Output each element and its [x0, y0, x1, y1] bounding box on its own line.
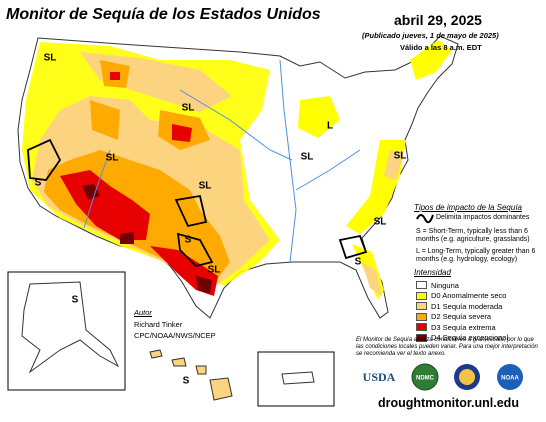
alaska [21, 281, 120, 374]
boundary-symbol [416, 214, 434, 224]
author-name: Richard Tinker [134, 320, 183, 329]
short-term: S = Short-Term, typically less than 6 mo… [416, 228, 530, 244]
impact-boundary [176, 232, 214, 267]
long-term: L = Long-Term, typically greater than 6 … [416, 248, 536, 264]
legend-entry: D0 Anomalmente seco [416, 291, 506, 301]
legend-label: D2 Sequía severa [431, 312, 492, 321]
doc-logo-inner [459, 369, 475, 385]
drought-d3-wy [172, 124, 192, 142]
noaa-logo-text: NOAA [501, 376, 519, 382]
drought-d3-mt [110, 72, 120, 80]
impact-label: S [35, 178, 42, 189]
impact-label: S [72, 295, 79, 306]
legend-label: Ninguna [431, 280, 459, 290]
impact-label: SL [106, 153, 119, 164]
note: El Monitor de Sequía analiza condiciones… [356, 337, 538, 357]
ndmc-logo-text: NDMC [416, 376, 435, 382]
impact-boundary [338, 234, 368, 260]
legend-label: D4 Sequía excepcional [431, 333, 509, 342]
url: droughtmonitor.unl.edu [378, 396, 519, 410]
legend-label: D1 Sequía moderada [431, 301, 503, 311]
title: Monitor de Sequía de los Estados Unidos [6, 6, 321, 23]
river [279, 59, 297, 263]
legend-swatch [416, 302, 427, 310]
drought-d0-ne [410, 40, 452, 80]
intensity-title: Intensidad [414, 268, 451, 277]
legend-entry: Ninguna [416, 280, 459, 290]
legend-label: D0 Anomalmente seco [431, 291, 507, 300]
legend-entry: D4 Sequía excepcional [416, 333, 508, 343]
ndmc-logo [411, 363, 439, 391]
author-agency: CPC/NOAA/NWS/NCEP [134, 331, 216, 340]
noaa-logo [497, 364, 523, 390]
impact-label: SL [208, 265, 221, 276]
usda-logo-text: USDA [363, 370, 396, 384]
drought-d0-mw [298, 96, 340, 138]
impact-label: SL [199, 181, 212, 192]
river [295, 149, 361, 191]
drought-d2-nv [90, 100, 120, 140]
map-labels: SL SL SL SL SL SL L SL S S SL S S S [35, 53, 407, 387]
legend-swatch [416, 291, 427, 300]
valid: Válido a las 8 a.m. EDT [400, 43, 482, 52]
impact-boundary [27, 138, 62, 181]
legend-entry: D3 Sequía extrema [416, 322, 496, 332]
impact-label: L [327, 121, 333, 132]
impacts-title: Tipos de impacto de la Sequía [414, 203, 522, 212]
drought-d1-fl [362, 262, 382, 296]
legend-entry: D1 Sequía moderada [416, 301, 502, 311]
river [179, 89, 293, 161]
drought-d3 [60, 170, 150, 240]
legend-swatch [416, 281, 427, 289]
impact-boundary [174, 194, 208, 228]
puerto-rico [281, 371, 315, 385]
impact-label: S [355, 257, 362, 268]
legend-swatch [416, 333, 427, 342]
legend-swatch [416, 312, 427, 321]
usda-logo [362, 366, 396, 386]
drought-d4-tx [196, 276, 212, 294]
impact-label: SL [301, 152, 314, 163]
drought-d1-east [384, 150, 404, 180]
impact-label: SL [182, 103, 195, 114]
impact-label: SL [394, 151, 407, 162]
impact-label: SL [44, 53, 57, 64]
impact-label: S [185, 235, 192, 246]
author-heading: Autor [134, 308, 152, 317]
impact-label: S [183, 376, 190, 387]
river [83, 149, 111, 229]
boundary-label: Delimita impactos dominantes [436, 214, 530, 221]
date: abril 29, 2025 [394, 12, 482, 28]
legend-entry: D2 Sequía severa [416, 312, 491, 322]
drought-d4-nm [120, 232, 134, 244]
legend-label: D3 Sequía extrema [431, 322, 496, 332]
impact-label: SL [374, 217, 387, 228]
published: (Publicado jueves, 1 de mayo de 2025) [362, 31, 499, 40]
legend-swatch [416, 323, 427, 331]
hawaii [149, 349, 233, 401]
drought-d4 [82, 184, 100, 200]
